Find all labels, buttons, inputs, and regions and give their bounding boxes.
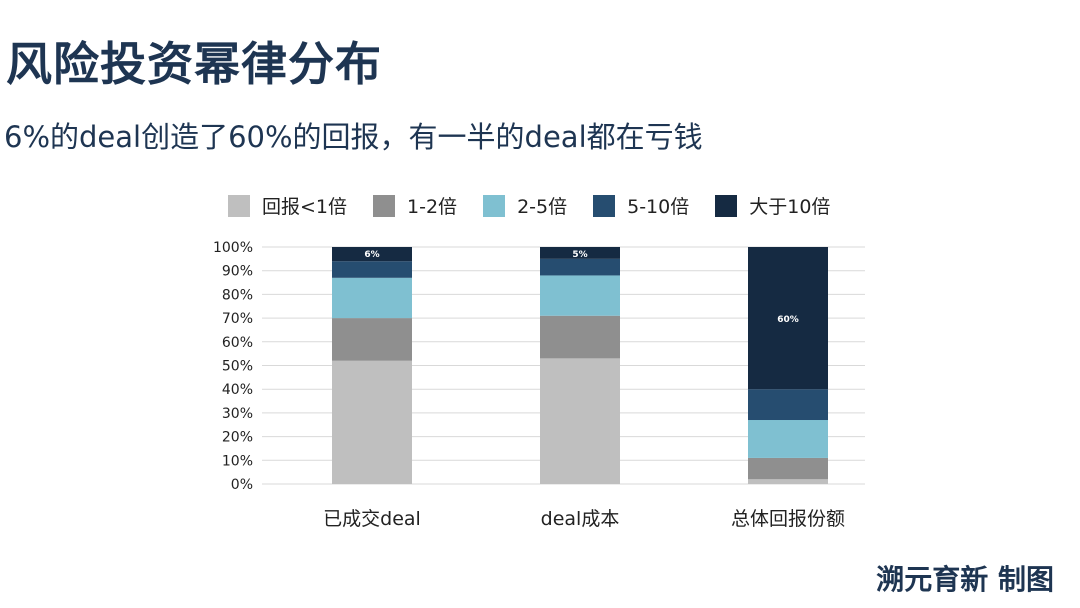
y-tick-label: 90% (222, 264, 253, 280)
legend-label: 5-10倍 (627, 196, 690, 218)
y-tick-label: 10% (222, 453, 253, 469)
legend-swatch (593, 194, 616, 217)
legend-item: 大于10倍 (715, 192, 830, 219)
legend-item: 回报<1倍 (228, 192, 347, 219)
y-tick-label: 100% (213, 240, 253, 256)
bar-segment (540, 275, 620, 316)
y-tick-label: 70% (222, 311, 253, 327)
y-tick-label: 40% (222, 382, 253, 398)
legend-swatch (373, 194, 396, 217)
y-tick-label: 0% (231, 477, 253, 493)
legend-label: 2-5倍 (517, 196, 568, 218)
y-tick-label: 80% (222, 287, 253, 303)
credit-text: 溯元育新 制图 (876, 563, 1054, 596)
legend-item: 2-5倍 (483, 192, 567, 219)
legend-label: 回报<1倍 (262, 196, 348, 218)
bar-segment (332, 247, 412, 262)
bar-segment (748, 457, 828, 480)
legend-swatch (483, 194, 506, 217)
bar-segment (540, 315, 620, 359)
bar-segment (332, 277, 412, 319)
legend-item: 1-2倍 (373, 192, 457, 219)
bar-segment (332, 318, 412, 361)
data-label: 60% (777, 315, 799, 325)
bar-segment (748, 247, 828, 390)
x-category-label: 总体回报份额 (731, 508, 845, 530)
legend-item: 5-10倍 (593, 192, 689, 219)
x-category-label: deal成本 (541, 508, 620, 530)
chart-legend: 回报<1倍 1-2倍 2-5倍 5-10倍 大于10倍 (228, 192, 856, 219)
y-tick-label: 20% (222, 430, 253, 446)
bar-segment (748, 420, 828, 458)
page-subtitle: 6%的deal创造了60%的回报，有一半的deal都在亏钱 (4, 120, 703, 154)
legend-swatch (228, 194, 250, 217)
data-label: 6% (364, 250, 379, 260)
y-tick-label: 50% (222, 359, 253, 375)
data-label: 5% (572, 250, 587, 260)
bar-segment (540, 258, 620, 276)
legend-swatch (715, 194, 738, 217)
bar-segment (332, 261, 412, 278)
page-title: 风险投资幂律分布 (6, 37, 382, 91)
bar-segment (540, 358, 620, 484)
bar-segment (748, 479, 828, 484)
x-category-label: 已成交deal (323, 508, 421, 530)
y-tick-label: 60% (222, 335, 253, 351)
y-tick-label: 30% (222, 406, 253, 422)
bar-segment (540, 247, 620, 259)
bar-segment (332, 360, 412, 484)
legend-label: 大于10倍 (749, 196, 831, 218)
bar-segment (748, 389, 828, 421)
legend-label: 1-2倍 (407, 196, 458, 218)
